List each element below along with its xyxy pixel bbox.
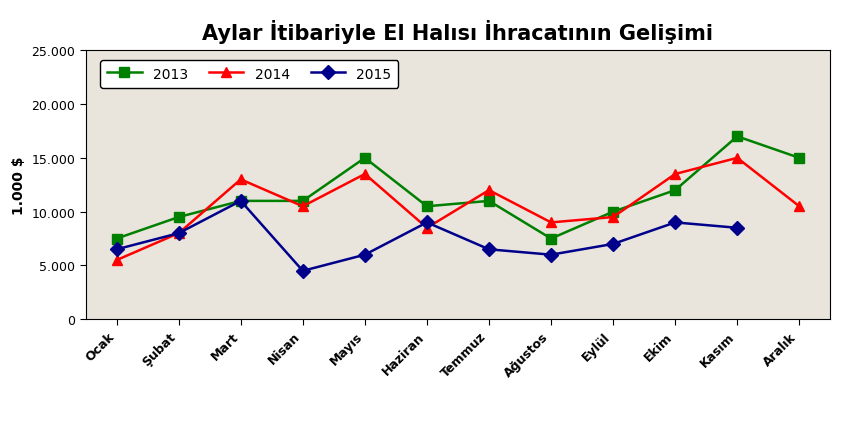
2014: [298, 204, 308, 209]
2014: [174, 231, 184, 236]
Line: 2015: 2015: [112, 196, 742, 276]
2013: [484, 199, 494, 204]
Title: Aylar İtibariyle El Halısı İhracatının Gelişimi: Aylar İtibariyle El Halısı İhracatının G…: [203, 20, 713, 44]
2014: [360, 172, 370, 177]
2013: [111, 236, 122, 242]
2013: [794, 156, 805, 161]
2014: [546, 220, 556, 225]
2013: [360, 156, 370, 161]
2015: [174, 231, 184, 236]
2013: [298, 199, 308, 204]
2014: [670, 172, 681, 177]
2015: [298, 269, 308, 274]
2013: [608, 210, 618, 215]
Y-axis label: 1.000 $: 1.000 $: [12, 156, 26, 215]
2015: [732, 226, 742, 231]
2015: [484, 247, 494, 252]
Line: 2013: 2013: [112, 132, 804, 244]
2013: [174, 215, 184, 220]
2014: [608, 215, 618, 220]
2013: [422, 204, 432, 209]
2014: [235, 177, 246, 182]
2014: [484, 188, 494, 193]
2014: [422, 226, 432, 231]
2013: [235, 199, 246, 204]
2015: [608, 242, 618, 247]
2015: [235, 199, 246, 204]
2013: [732, 135, 742, 140]
2013: [546, 236, 556, 242]
2013: [670, 188, 681, 193]
2015: [670, 220, 681, 225]
Legend: 2013, 2014, 2015: 2013, 2014, 2015: [100, 61, 398, 89]
2014: [794, 204, 805, 209]
2015: [422, 220, 432, 225]
2015: [360, 253, 370, 258]
2014: [111, 258, 122, 263]
2014: [732, 156, 742, 161]
2015: [546, 253, 556, 258]
Line: 2014: 2014: [112, 154, 804, 265]
2015: [111, 247, 122, 252]
